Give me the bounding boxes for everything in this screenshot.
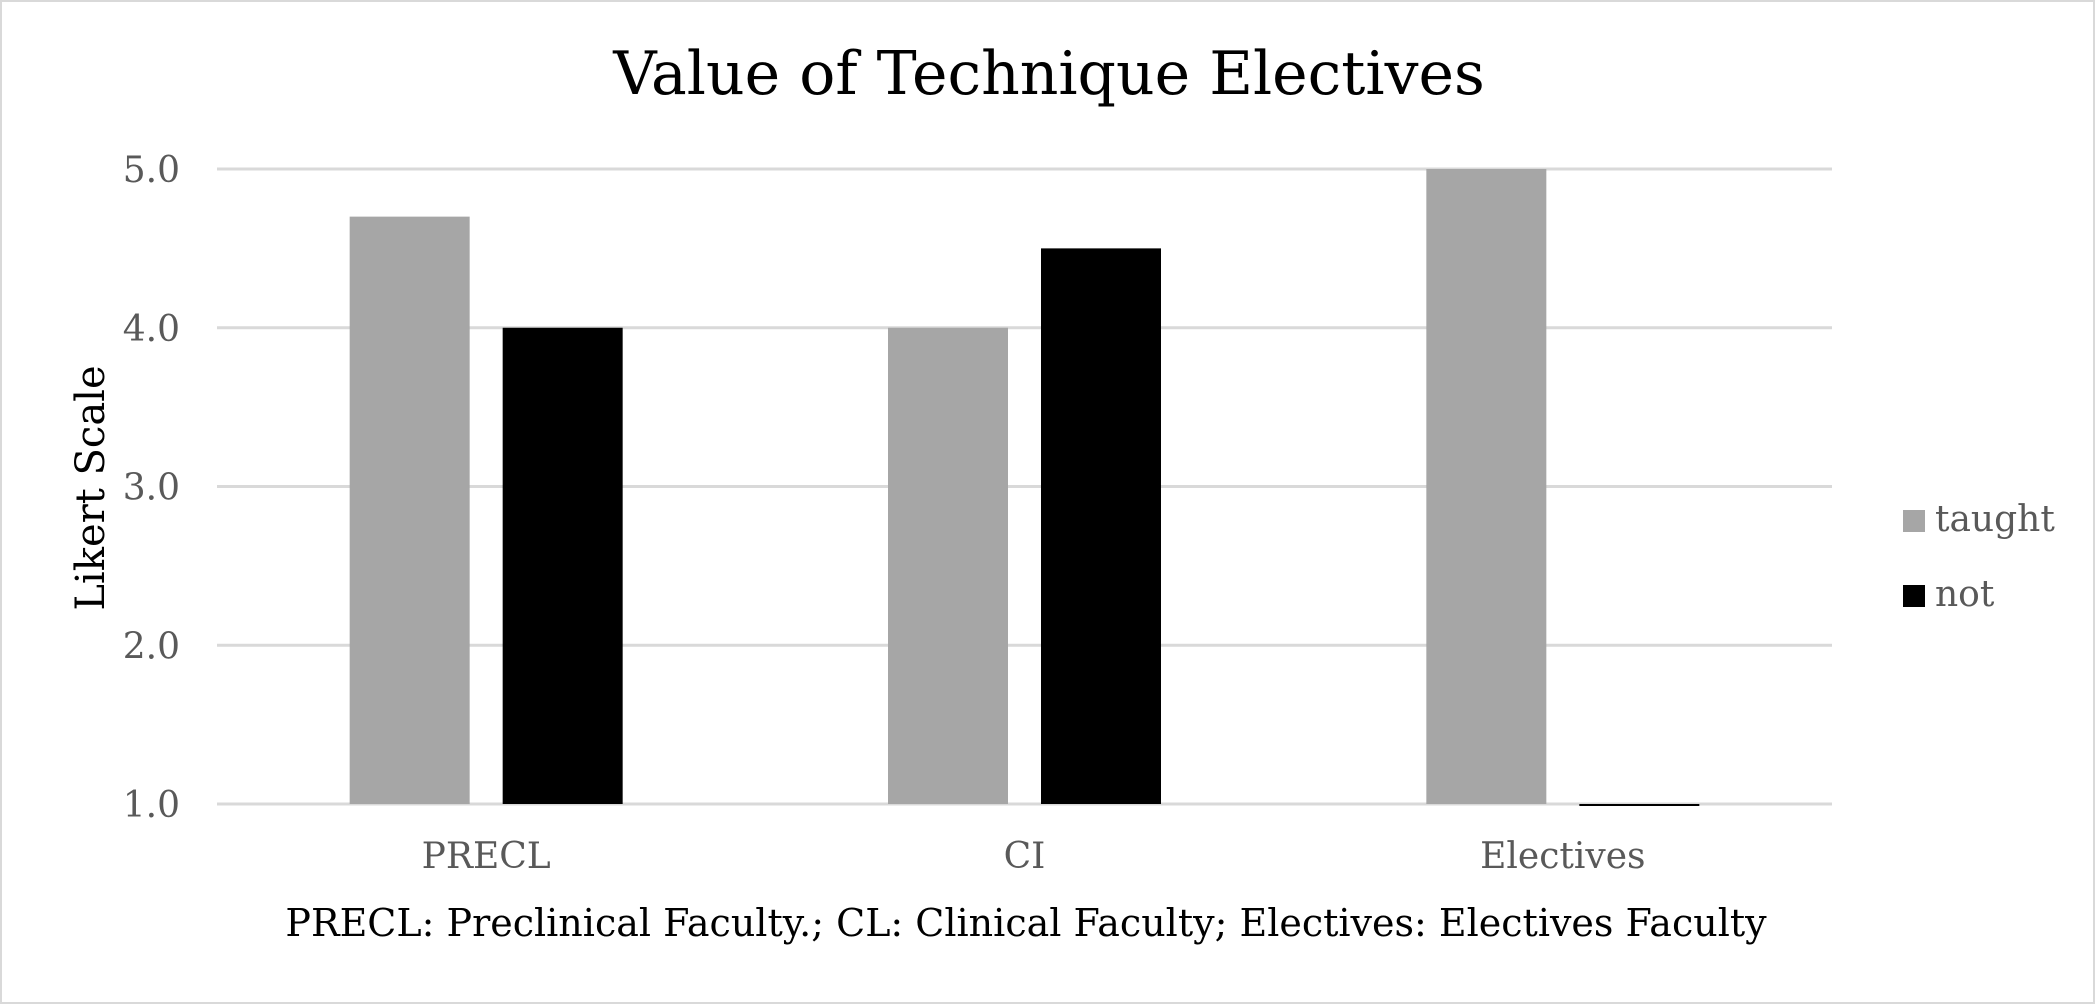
x-tick-label: PRECL	[422, 836, 551, 877]
x-tick-label: CI	[1004, 836, 1046, 877]
bar-taught-precl	[349, 216, 470, 804]
bar-not-electives	[1579, 804, 1700, 806]
bar-taught-electives	[1426, 169, 1547, 804]
chart-title: Value of Technique Electives	[612, 39, 1485, 109]
x-axis-note: PRECL: Preclinical Faculty.; CL: Clinica…	[285, 901, 1767, 945]
y-tick-label: 1.0	[123, 785, 180, 826]
x-axis-ticks: PRECL CI Electives	[422, 836, 1646, 877]
gridlines	[217, 167, 1832, 806]
legend-label-taught: taught	[1935, 499, 2055, 540]
legend-label-not: not	[1935, 574, 1995, 615]
x-tick-label: Electives	[1480, 836, 1645, 877]
y-axis-title: Likert Scale	[68, 365, 114, 610]
y-tick-label: 4.0	[123, 309, 180, 350]
legend: taught not	[1903, 499, 2055, 615]
y-axis-ticks: 1.0 2.0 3.0 4.0 5.0	[123, 150, 180, 826]
y-tick-label: 5.0	[123, 150, 180, 191]
y-tick-label: 2.0	[123, 626, 180, 667]
y-tick-label: 3.0	[123, 468, 180, 509]
bar-not-ci	[1041, 248, 1161, 804]
bar-taught-ci	[888, 327, 1008, 804]
legend-swatch-not	[1903, 585, 1925, 607]
bars	[349, 169, 1700, 806]
legend-swatch-taught	[1903, 510, 1925, 532]
bar-not-precl	[502, 327, 623, 804]
